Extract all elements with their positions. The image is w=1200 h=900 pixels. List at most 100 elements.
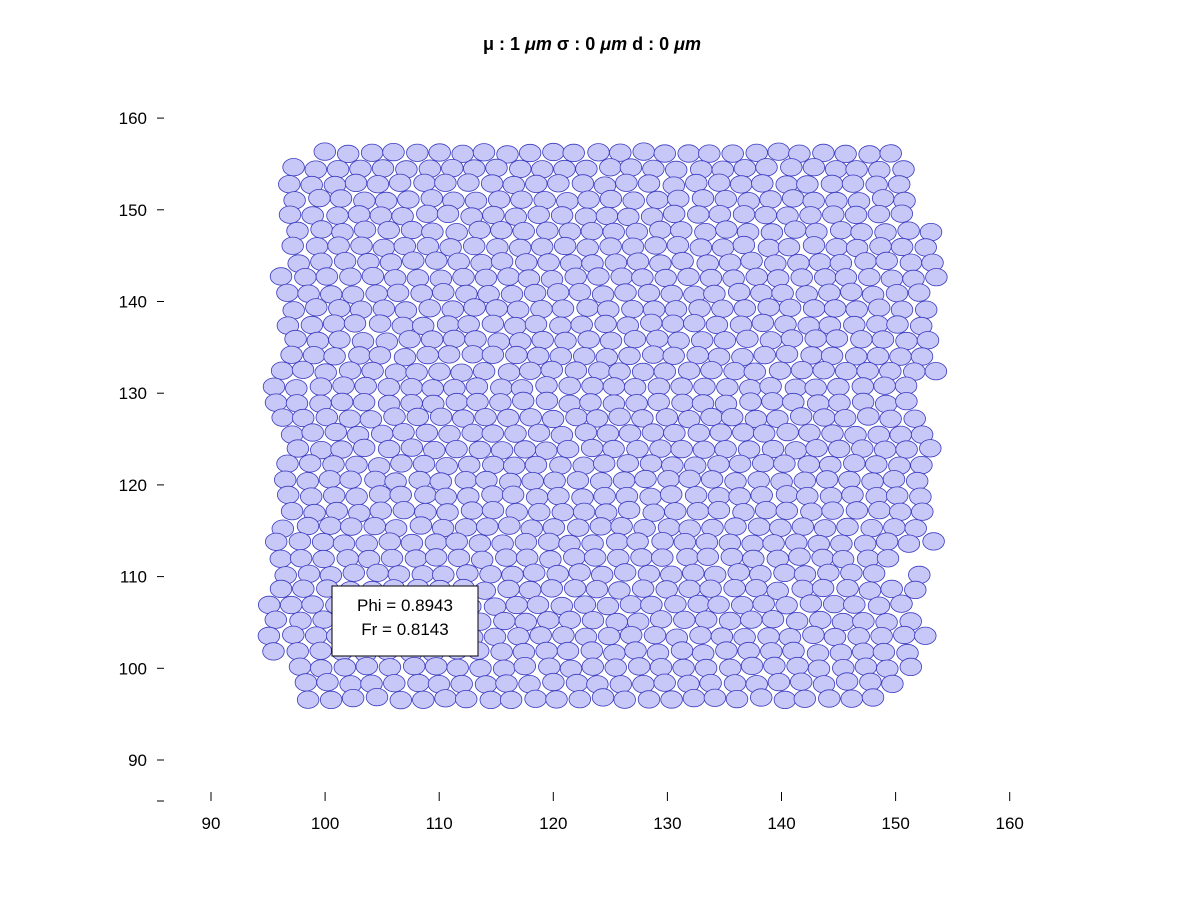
particle bbox=[673, 532, 697, 552]
particle bbox=[554, 331, 577, 350]
particle bbox=[354, 376, 377, 396]
particle bbox=[899, 253, 923, 272]
particle bbox=[676, 548, 699, 567]
particle bbox=[759, 190, 782, 209]
particle bbox=[707, 500, 731, 520]
particle bbox=[670, 439, 693, 459]
particle bbox=[480, 174, 504, 193]
particle bbox=[392, 423, 415, 442]
particle bbox=[428, 362, 451, 381]
particle bbox=[350, 236, 373, 255]
particle bbox=[812, 143, 835, 162]
particle bbox=[542, 672, 565, 692]
particle bbox=[599, 331, 623, 350]
particle bbox=[751, 313, 775, 332]
particle bbox=[489, 393, 512, 412]
particle bbox=[365, 687, 389, 707]
particle bbox=[319, 516, 342, 535]
particle bbox=[822, 205, 845, 224]
particle bbox=[632, 142, 655, 161]
particle bbox=[631, 268, 654, 287]
particle bbox=[773, 690, 797, 710]
particle bbox=[655, 408, 679, 427]
particle bbox=[646, 190, 669, 209]
particle bbox=[695, 610, 718, 629]
particle bbox=[286, 642, 309, 661]
particle bbox=[637, 283, 661, 303]
particle bbox=[390, 454, 413, 473]
particle bbox=[624, 641, 647, 660]
particle bbox=[472, 143, 496, 162]
particle bbox=[802, 299, 826, 318]
particle bbox=[862, 564, 886, 583]
particle bbox=[324, 422, 348, 442]
particle bbox=[609, 675, 633, 694]
particle bbox=[683, 314, 706, 333]
particle bbox=[870, 626, 893, 646]
particle bbox=[608, 581, 631, 600]
particle bbox=[689, 626, 712, 645]
particle bbox=[264, 610, 288, 629]
particle bbox=[761, 610, 785, 629]
particle bbox=[414, 485, 437, 504]
particle bbox=[288, 532, 312, 551]
particle bbox=[313, 142, 337, 161]
particle bbox=[910, 455, 933, 475]
particle bbox=[342, 563, 366, 582]
particle bbox=[391, 207, 414, 226]
particle bbox=[649, 220, 672, 239]
particle bbox=[576, 238, 599, 257]
particle bbox=[623, 378, 647, 397]
particle bbox=[691, 189, 715, 208]
particle bbox=[450, 674, 473, 694]
particle bbox=[694, 223, 717, 242]
particle bbox=[687, 205, 710, 224]
particle bbox=[666, 236, 690, 255]
particle bbox=[474, 268, 498, 287]
particle bbox=[316, 673, 339, 692]
particle bbox=[619, 158, 643, 177]
x-axis: 90 100 110 120 130 140 150 160 bbox=[202, 792, 1024, 833]
particle bbox=[558, 376, 581, 395]
particle bbox=[818, 689, 841, 708]
particle bbox=[377, 377, 401, 397]
particle bbox=[383, 407, 406, 426]
particle bbox=[549, 456, 572, 475]
x-tick-label: 110 bbox=[426, 814, 453, 833]
annotation-phi: Phi = 0.8943 bbox=[357, 596, 453, 615]
particle bbox=[673, 610, 696, 629]
particle bbox=[464, 191, 488, 210]
particle bbox=[452, 267, 475, 287]
particle bbox=[590, 472, 613, 491]
particle bbox=[347, 205, 371, 224]
particle bbox=[715, 641, 738, 660]
particle bbox=[535, 441, 558, 460]
particle bbox=[265, 532, 288, 551]
particle bbox=[732, 205, 756, 224]
particle bbox=[760, 223, 784, 242]
particle bbox=[682, 563, 705, 582]
particle bbox=[775, 485, 799, 504]
particle bbox=[661, 314, 685, 333]
particle bbox=[300, 487, 323, 506]
particle bbox=[540, 579, 564, 598]
particle bbox=[718, 253, 742, 272]
particle bbox=[825, 238, 848, 257]
particle bbox=[745, 143, 768, 162]
particle bbox=[490, 221, 513, 240]
particle bbox=[262, 642, 285, 661]
particle bbox=[525, 174, 548, 193]
x-tick-label: 130 bbox=[653, 814, 681, 833]
particle bbox=[728, 487, 751, 506]
particle bbox=[404, 549, 428, 568]
particle bbox=[882, 470, 906, 489]
particle bbox=[814, 268, 837, 287]
particle bbox=[868, 298, 891, 317]
particle bbox=[553, 236, 577, 256]
particle bbox=[423, 440, 446, 460]
particle bbox=[584, 548, 607, 567]
particle bbox=[740, 656, 764, 676]
particle bbox=[894, 376, 918, 395]
particle bbox=[479, 565, 502, 584]
particle bbox=[615, 173, 638, 192]
